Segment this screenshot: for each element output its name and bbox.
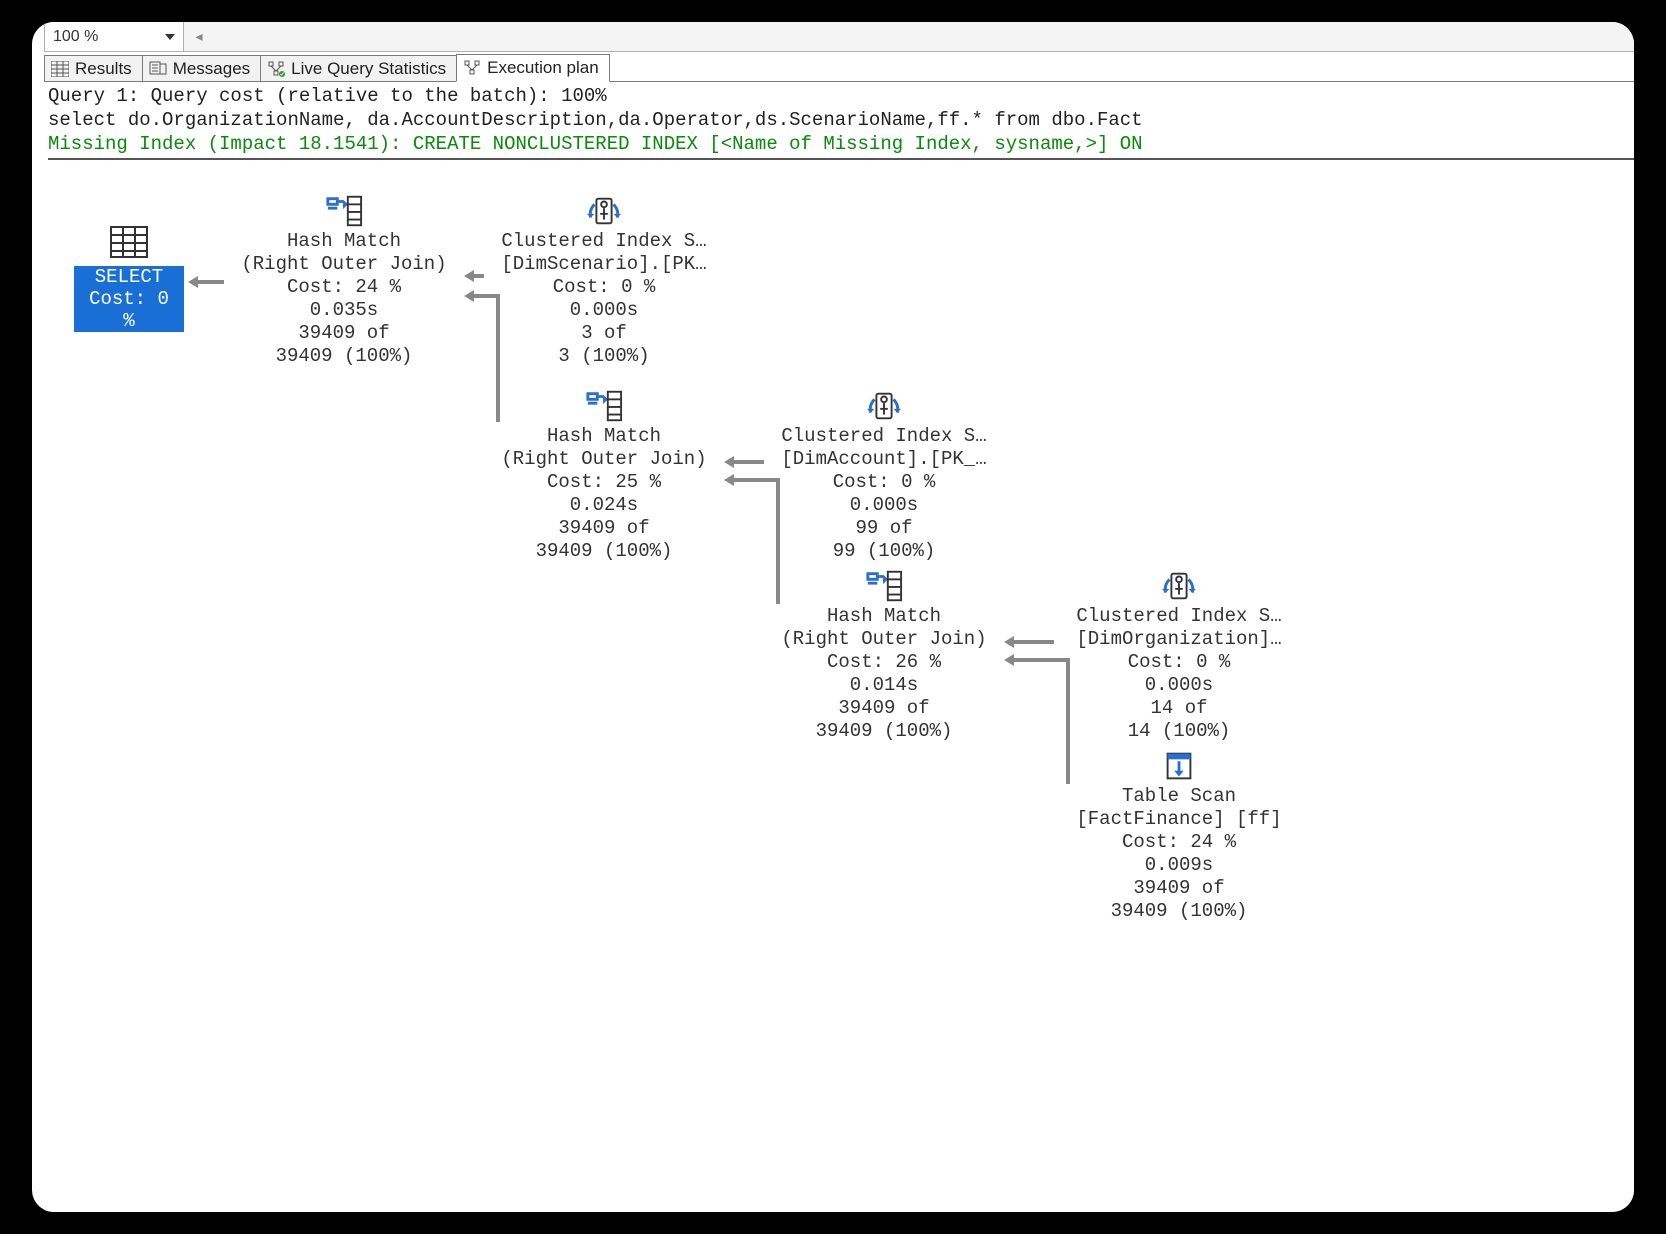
plan-node-table-scan[interactable]: Table Scan [FactFinance] [ff] Cost: 24 %… [1054, 749, 1304, 923]
tab-label: Messages [173, 59, 250, 79]
node-sub: (Right Outer Join) [224, 253, 464, 276]
query-header: Query 1: Query cost (relative to the bat… [48, 84, 1634, 160]
tab-label: Results [75, 59, 132, 79]
node-time: 0.009s [1054, 854, 1304, 877]
node-sub: [DimOrganization]… [1054, 628, 1304, 651]
node-rows2: 14 (100%) [1054, 720, 1304, 743]
node-title: Hash Match [764, 605, 1004, 628]
node-cost: Cost: 25 % [484, 471, 724, 494]
node-title: Clustered Index S… [764, 425, 1004, 448]
zoom-selector[interactable]: 100 % [44, 22, 184, 52]
tab-results[interactable]: Results [44, 55, 143, 81]
table-scan-icon [1160, 749, 1198, 783]
node-rows2: 39409 (100%) [764, 720, 1004, 743]
node-title: Hash Match [224, 230, 464, 253]
node-rows1: 39409 of [764, 697, 1004, 720]
panel: 100 % ◂ Results Messages Live Query Stat… [44, 22, 1634, 1212]
query-text-line: select do.OrganizationName, da.AccountDe… [48, 108, 1634, 132]
plan-node-hash-match-3[interactable]: Hash Match (Right Outer Join) Cost: 26 %… [764, 569, 1004, 743]
scroll-track: ◂ [184, 22, 1634, 52]
zoom-value: 100 % [53, 28, 98, 46]
node-rows1: 99 of [764, 517, 1004, 540]
node-cost: Cost: 0 % [484, 276, 724, 299]
hash-match-icon [585, 389, 623, 423]
node-sub: [DimScenario].[PK… [484, 253, 724, 276]
missing-index-line: Missing Index (Impact 18.1541): CREATE N… [48, 132, 1634, 156]
node-time: 0.000s [764, 494, 1004, 517]
node-rows1: 14 of [1054, 697, 1304, 720]
node-rows1: 39409 of [1054, 877, 1304, 900]
node-rows2: 3 (100%) [484, 345, 724, 368]
node-title: Clustered Index S… [484, 230, 724, 253]
select-label: SELECT [84, 266, 174, 288]
plan-node-hash-match-2[interactable]: Hash Match (Right Outer Join) Cost: 25 %… [484, 389, 724, 563]
node-time: 0.024s [484, 494, 724, 517]
node-sub: [FactFinance] [ff] [1054, 808, 1304, 831]
node-time: 0.014s [764, 674, 1004, 697]
select-cost: Cost: 0 % [84, 288, 174, 332]
results-tabs: Results Messages Live Query Statistics E… [44, 54, 1634, 82]
plan-node-select[interactable]: SELECT Cost: 0 % [74, 224, 184, 332]
plan-node-cis-3[interactable]: Clustered Index S… [DimOrganization]… Co… [1054, 569, 1304, 743]
hash-match-icon [865, 569, 903, 603]
node-cost: Cost: 24 % [224, 276, 464, 299]
execution-plan-icon [463, 60, 481, 76]
node-rows1: 39409 of [224, 322, 464, 345]
plan-node-cis-2[interactable]: Clustered Index S… [DimAccount].[PK_… Co… [764, 389, 1004, 563]
node-sub: (Right Outer Join) [764, 628, 1004, 651]
tab-execution-plan[interactable]: Execution plan [456, 54, 610, 82]
select-label-box: SELECT Cost: 0 % [74, 266, 184, 332]
query-cost-line: Query 1: Query cost (relative to the bat… [48, 84, 1634, 108]
plan-node-cis-1[interactable]: Clustered Index S… [DimScenario].[PK… Co… [484, 194, 724, 368]
node-rows2: 39409 (100%) [224, 345, 464, 368]
live-stats-icon [267, 61, 285, 77]
node-title: Clustered Index S… [1054, 605, 1304, 628]
plan-node-hash-match-1[interactable]: Hash Match (Right Outer Join) Cost: 24 %… [224, 194, 464, 368]
execution-plan-canvas[interactable]: SELECT Cost: 0 % Hash Match (Right Outer… [44, 164, 1634, 1212]
node-time: 0.000s [1054, 674, 1304, 697]
messages-icon [149, 61, 167, 77]
tab-messages[interactable]: Messages [142, 55, 261, 81]
clustered-index-scan-icon [585, 194, 623, 228]
node-rows1: 39409 of [484, 517, 724, 540]
clustered-index-scan-icon [1160, 569, 1198, 603]
grid-icon [51, 61, 69, 77]
node-rows2: 99 (100%) [764, 540, 1004, 563]
window: 100 % ◂ Results Messages Live Query Stat… [32, 22, 1634, 1212]
node-sub: [DimAccount].[PK_… [764, 448, 1004, 471]
table-icon [107, 224, 151, 260]
tab-label: Execution plan [487, 58, 599, 78]
node-rows2: 39409 (100%) [484, 540, 724, 563]
chevron-left-icon: ◂ [190, 28, 208, 46]
node-rows1: 3 of [484, 322, 724, 345]
node-sub: (Right Outer Join) [484, 448, 724, 471]
chevron-down-icon [165, 34, 175, 40]
node-title: Table Scan [1054, 785, 1304, 808]
node-cost: Cost: 0 % [1054, 651, 1304, 674]
node-title: Hash Match [484, 425, 724, 448]
node-time: 0.035s [224, 299, 464, 322]
node-time: 0.000s [484, 299, 724, 322]
node-rows2: 39409 (100%) [1054, 900, 1304, 923]
node-cost: Cost: 0 % [764, 471, 1004, 494]
tab-label: Live Query Statistics [291, 59, 446, 79]
tab-live-stats[interactable]: Live Query Statistics [260, 55, 457, 81]
clustered-index-scan-icon [865, 389, 903, 423]
hash-match-icon [325, 194, 363, 228]
node-cost: Cost: 26 % [764, 651, 1004, 674]
node-cost: Cost: 24 % [1054, 831, 1304, 854]
